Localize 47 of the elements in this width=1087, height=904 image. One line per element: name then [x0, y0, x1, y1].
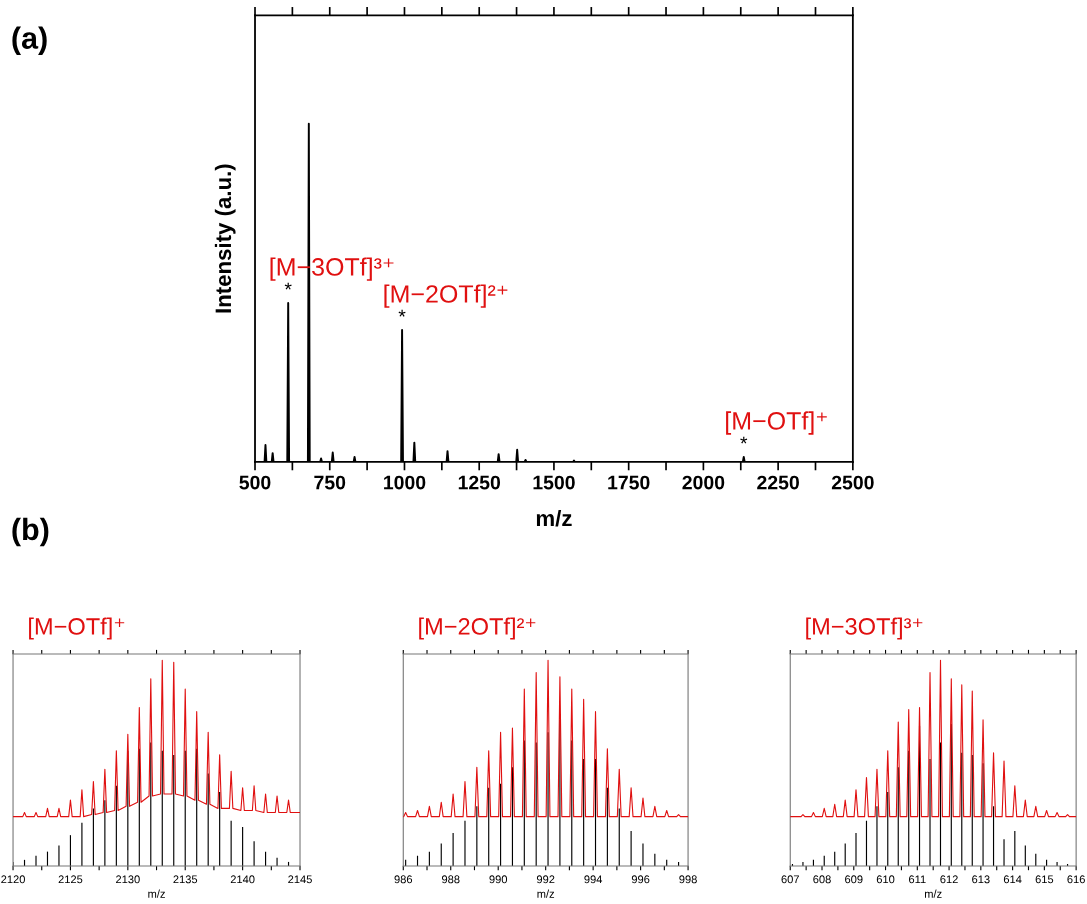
x-tick-label: 992: [536, 875, 555, 884]
x-tick-label: 2130: [116, 875, 140, 884]
x-tick-label: 986: [394, 875, 413, 884]
x-axis-title: m/z: [536, 509, 572, 527]
x-tick-label: 608: [813, 875, 831, 884]
x-tick-label: 611: [909, 875, 926, 884]
x-tick-label: 750: [314, 475, 346, 490]
x-tick-label: 2000: [682, 475, 725, 490]
x-axis-title: m/z: [537, 889, 555, 898]
chart-title: [M−3OTf]³⁺: [806, 617, 923, 640]
x-tick-label: 1000: [384, 475, 426, 490]
chart-title: [M−2OTf]²⁺: [419, 617, 536, 640]
x-tick-label: 2140: [230, 875, 255, 884]
x-tick-label: 988: [442, 875, 460, 884]
text: (a): [12, 26, 47, 55]
annotation: *: [284, 282, 292, 290]
x-tick-label: 2145: [288, 875, 312, 884]
x-tick-label: 616: [1067, 875, 1085, 884]
text: (b): [12, 517, 49, 547]
x-tick-label: 613: [972, 875, 990, 884]
x-tick-label: 610: [876, 875, 895, 884]
x-tick-label: 607: [781, 875, 799, 884]
annotation: *: [398, 309, 406, 317]
chart-title: [M−OTf]⁺: [29, 617, 125, 640]
x-tick-label: 1500: [533, 475, 575, 490]
x-tick-label: 2125: [58, 875, 83, 884]
annotation: [M−OTf]⁺: [726, 411, 827, 435]
x-tick-label: 2120: [1, 875, 25, 884]
y-axis-title: Intensity (a.u.): [214, 164, 236, 313]
x-tick-label: 1750: [608, 475, 650, 490]
x-tick-label: 609: [845, 875, 863, 884]
x-tick-label: 2500: [831, 475, 874, 490]
x-tick-label: 2250: [757, 475, 799, 490]
annotation: [M−2OTf]²⁺: [384, 284, 508, 308]
x-axis-title: m/z: [924, 889, 942, 898]
x-tick-label: 996: [631, 875, 650, 884]
x-tick-label: 500: [239, 475, 271, 490]
x-tick-label: 614: [1003, 875, 1022, 884]
x-tick-label: 1250: [458, 475, 501, 490]
x-tick-label: 612: [940, 875, 958, 884]
x-tick-label: 2135: [173, 875, 198, 884]
x-tick-label: 990: [489, 875, 508, 884]
annotation: *: [740, 436, 748, 444]
x-tick-label: 998: [679, 875, 697, 884]
x-axis-title: m/z: [148, 889, 165, 898]
x-tick-label: 615: [1035, 875, 1054, 884]
x-tick-label: 994: [584, 875, 603, 884]
